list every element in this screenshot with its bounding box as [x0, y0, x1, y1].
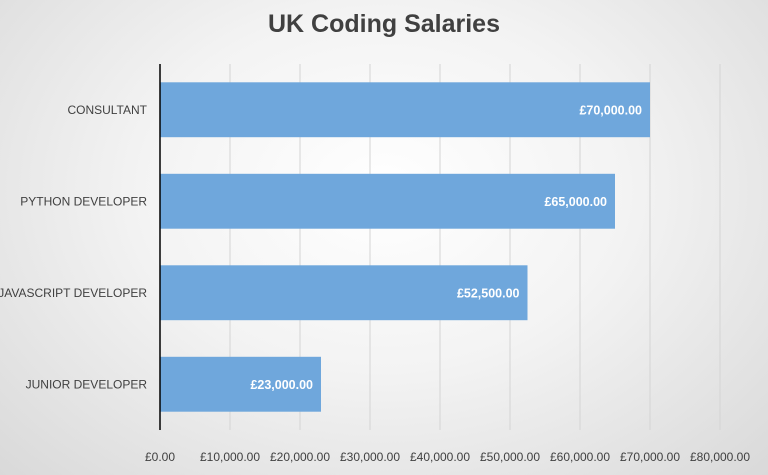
x-tick-label: £80,000.00	[690, 450, 750, 464]
x-tick-label: £50,000.00	[480, 450, 540, 464]
category-label: CONSULTANT	[67, 103, 147, 117]
x-tick-label: £0.00	[145, 450, 175, 464]
x-tick-label: £10,000.00	[200, 450, 260, 464]
bar	[160, 356, 321, 412]
bar	[160, 173, 615, 229]
x-tick-label: £30,000.00	[340, 450, 400, 464]
bar	[160, 265, 528, 321]
labels: £0.00 £10,000.00 £20,000.00 £30,000.00 £40,0…	[0, 103, 750, 464]
data-label: £70,000.00	[579, 103, 642, 117]
x-tick-label: £70,000.00	[620, 450, 680, 464]
category-label: JAVASCRIPT DEVELOPER	[0, 286, 147, 300]
x-tick-label: £40,000.00	[410, 450, 470, 464]
data-label: £52,500.00	[457, 286, 520, 300]
bars	[160, 82, 650, 412]
chart-title: UK Coding Salaries	[268, 10, 500, 38]
x-tick-label: £60,000.00	[550, 450, 610, 464]
x-tick-label: £20,000.00	[270, 450, 330, 464]
data-label: £23,000.00	[250, 378, 313, 392]
data-label: £65,000.00	[544, 195, 607, 209]
category-label: PYTHON DEVELOPER	[20, 194, 147, 208]
bar	[160, 82, 650, 138]
category-label: JUNIOR DEVELOPER	[26, 377, 148, 391]
